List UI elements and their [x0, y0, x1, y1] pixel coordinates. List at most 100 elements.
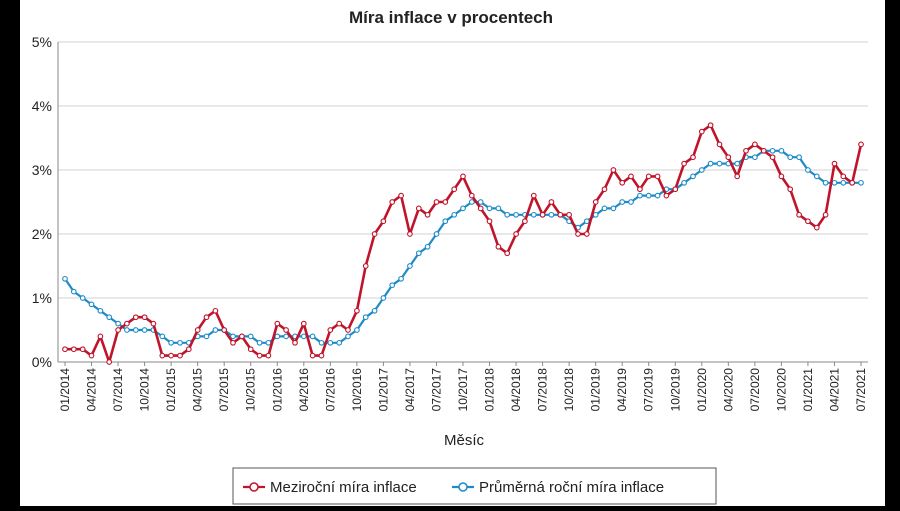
data-point: [62, 346, 68, 353]
data-point: [495, 243, 502, 250]
data-point: [336, 320, 343, 327]
x-tick-label: 04/2021: [827, 368, 841, 412]
data-point: [177, 339, 183, 346]
data-point: [106, 314, 113, 321]
data-point: [566, 211, 572, 218]
data-point: [256, 339, 263, 346]
legend-box: [232, 467, 717, 505]
data-point: [663, 192, 670, 199]
data-point: [88, 352, 95, 359]
data-point: [477, 205, 484, 212]
x-tick-label: 04/2015: [191, 368, 205, 412]
data-point: [274, 333, 281, 340]
series-0: [62, 122, 864, 365]
data-point: [106, 359, 113, 365]
data-point: [159, 352, 166, 359]
data-point: [168, 352, 174, 359]
data-point: [858, 179, 864, 186]
data-point: [212, 327, 219, 333]
data-point: [822, 211, 829, 218]
legend: Meziroční míra inflace Průměrná roční mí…: [232, 467, 717, 505]
x-tick-label: 10/2017: [456, 368, 470, 412]
data-point: [716, 160, 723, 167]
data-point: [840, 173, 847, 180]
data-point: [805, 167, 811, 173]
data-point: [141, 327, 148, 333]
data-point: [124, 327, 130, 333]
data-point: [698, 128, 705, 135]
data-point: [327, 339, 334, 346]
chart-background: [20, 0, 885, 506]
x-tick-label: 01/2015: [164, 368, 178, 412]
data-point: [849, 179, 856, 186]
data-point: [690, 173, 696, 180]
data-point: [336, 339, 343, 346]
x-tick-label: 01/2020: [695, 368, 709, 412]
data-point: [283, 327, 289, 333]
data-point: [468, 199, 475, 205]
data-point: [247, 346, 254, 353]
data-point: [79, 346, 86, 353]
x-axis-label: Měsíc: [444, 432, 485, 449]
data-point: [831, 179, 838, 186]
data-point: [203, 333, 210, 340]
data-point: [274, 320, 281, 327]
gridlines: [57, 41, 868, 363]
x-tick-label: 04/2018: [509, 368, 523, 412]
x-tick-label: 01/2019: [589, 368, 603, 412]
x-tick-label: 10/2020: [774, 368, 788, 412]
data-point: [583, 218, 590, 225]
y-axis-ticks: 0% 1% 2% 3% 4% 5%: [32, 34, 52, 370]
data-point: [318, 339, 325, 346]
x-tick-label: 04/2017: [403, 368, 417, 412]
data-point: [345, 333, 351, 340]
data-point: [530, 192, 537, 199]
data-point: [230, 333, 236, 340]
data-point: [654, 173, 661, 180]
data-point: [831, 160, 838, 167]
data-point: [407, 231, 413, 237]
data-point: [159, 333, 166, 340]
series-layer: [62, 122, 864, 365]
x-tick-label: 10/2015: [244, 368, 258, 412]
x-tick-label: 10/2016: [350, 368, 364, 412]
data-point: [575, 231, 581, 237]
data-point: [460, 173, 466, 180]
x-tick-label: 07/2019: [642, 368, 656, 412]
data-point: [858, 141, 864, 148]
data-point: [194, 327, 201, 333]
data-point: [690, 154, 696, 161]
data-point: [150, 320, 157, 327]
data-point: [451, 211, 458, 218]
data-point: [796, 211, 802, 218]
data-point: [769, 147, 776, 154]
data-point: [389, 199, 396, 205]
x-tick-label: 01/2014: [58, 368, 72, 412]
data-point: [637, 186, 643, 193]
data-point: [124, 320, 130, 327]
data-point: [592, 211, 599, 218]
data-point: [486, 218, 493, 225]
x-tick-label: 04/2019: [615, 368, 629, 412]
data-point: [247, 333, 254, 340]
x-tick-label: 07/2020: [748, 368, 762, 412]
x-tick-label: 01/2021: [801, 368, 815, 412]
data-point: [345, 327, 351, 333]
data-point: [300, 320, 307, 327]
x-tick-label: 04/2020: [721, 368, 735, 412]
data-point: [539, 211, 546, 218]
x-tick-label: 01/2017: [376, 368, 390, 412]
data-point: [265, 339, 272, 346]
data-point: [283, 333, 289, 340]
data-point: [752, 154, 758, 161]
x-tick-label: 07/2015: [217, 368, 231, 412]
x-tick-label: 01/2016: [270, 368, 284, 412]
data-point: [265, 352, 272, 359]
data-point: [239, 333, 245, 340]
y-tick-label: 1%: [32, 290, 52, 306]
data-point: [601, 205, 608, 212]
data-point: [760, 147, 767, 154]
data-point: [583, 231, 590, 237]
